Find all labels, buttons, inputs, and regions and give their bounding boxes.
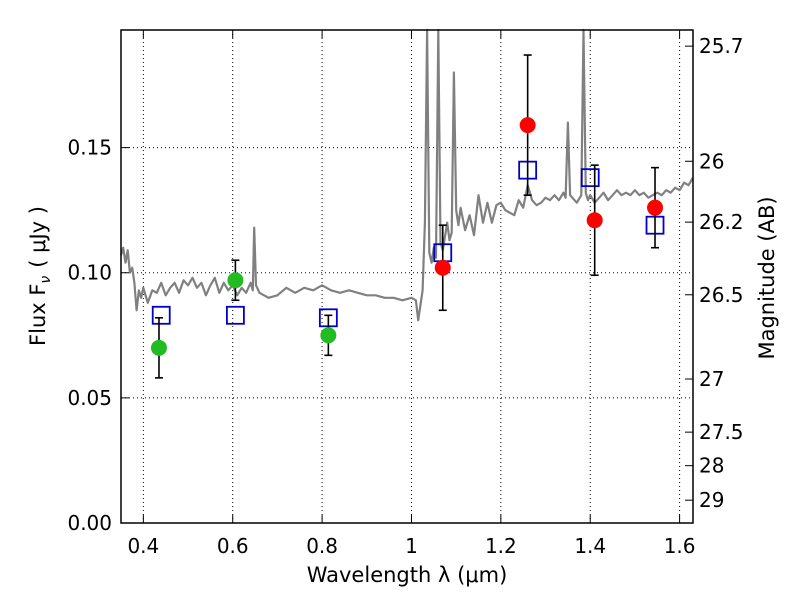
right-tick-label: 27 (699, 367, 724, 391)
photometry-point (647, 199, 664, 216)
x-tick-label: 1 (405, 534, 418, 558)
photometry-point (150, 339, 167, 356)
axis-ticks: 0.4 0.6 0.8 1 1.2 1.4 1.6 0.00 0.05 0.10 0.15 25.7 2… (67, 30, 744, 558)
right-tick-label: 27.5 (699, 420, 744, 444)
x-tick-label: 1.6 (664, 534, 696, 558)
x-tick-label: 0.6 (217, 534, 249, 558)
y-tick-label: 0.00 (67, 511, 112, 535)
photometry-point (434, 259, 451, 276)
right-tick-label: 28 (699, 454, 724, 478)
y-tick-label: 0.10 (67, 261, 112, 285)
svg-text:Flux Fν( μJy ): Flux Fν ( μJy ) (26, 206, 54, 346)
model-spectrum (119, 28, 694, 322)
grid (121, 30, 693, 523)
y-axis-label-main: Flux F (26, 284, 50, 346)
plot-frame (120, 29, 694, 524)
x-tick-label: 0.8 (306, 534, 338, 558)
y-axis-label-unit: ( μJy ) (26, 206, 50, 268)
photometry-point (227, 272, 244, 289)
model-band-square (151, 305, 171, 325)
y-axis-label-sub: ν (38, 276, 54, 284)
right-axis-label: Magnitude (AB) (755, 196, 779, 359)
spectrum-line (119, 28, 694, 322)
data-markers (150, 54, 665, 379)
right-tick-label: 26.5 (699, 283, 744, 307)
x-tick-label: 1.2 (485, 534, 517, 558)
right-tick-label: 29 (699, 488, 724, 512)
photometry-point (320, 327, 337, 344)
x-tick-label: 0.4 (127, 534, 159, 558)
right-tick-label: 26 (699, 149, 724, 173)
right-tick-label: 26.2 (699, 210, 744, 234)
photometry-point (519, 117, 536, 134)
x-axis-label: Wavelength λ (μm) (307, 563, 508, 587)
y-axis-label: Flux Fν ( μJy ) (26, 206, 54, 346)
right-tick-label: 25.7 (699, 34, 744, 58)
model-band-square (580, 168, 600, 188)
model-band-square (225, 305, 245, 325)
photometry-point (586, 212, 603, 229)
x-tick-label: 1.4 (574, 534, 606, 558)
y-tick-label: 0.05 (67, 386, 112, 410)
y-tick-label: 0.15 (67, 136, 112, 160)
